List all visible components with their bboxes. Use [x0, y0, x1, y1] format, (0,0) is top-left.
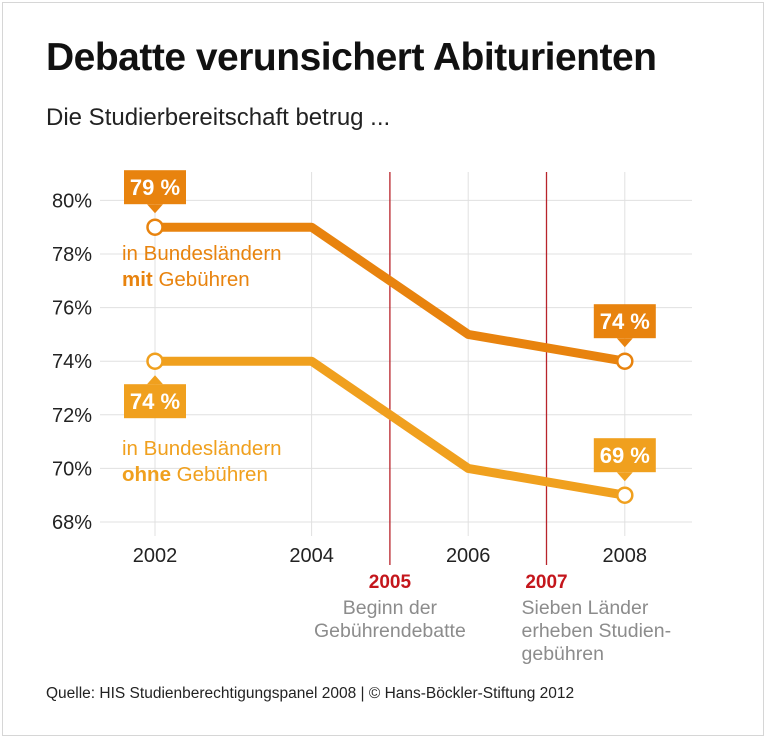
callout-box [593, 304, 656, 339]
y-tick-label: 70% [52, 458, 92, 480]
callout-value-label: 69 % [600, 443, 650, 468]
callout-pointer [616, 472, 633, 482]
callout-value-label: 74 % [600, 309, 650, 334]
event-description: Beginn der [343, 597, 438, 619]
callout-value-label: 74 % [130, 389, 180, 414]
data-point-marker [616, 486, 634, 504]
chart-title: Debatte verunsichert Abiturienten [46, 36, 657, 79]
chart-subtitle: Die Studierbereitschaft betrug ... [46, 104, 391, 131]
series-label-line2: mit Gebühren [122, 268, 250, 291]
event-description: gebühren [522, 643, 604, 665]
series-line-ohne [155, 356, 626, 500]
series-label-line1: in Bundesländern [122, 437, 282, 460]
series-label-rest: Gebühren [153, 268, 250, 291]
source-note: Quelle: HIS Studienberechtigungspanel 20… [46, 685, 575, 702]
x-tick-label: 2008 [603, 545, 648, 567]
series-label-keyword: ohne [122, 463, 171, 486]
y-tick-label: 80% [52, 190, 92, 212]
event-year-label: 2005 [369, 572, 412, 593]
data-point-marker [616, 352, 634, 370]
x-tick-label: 2004 [289, 545, 334, 567]
event-description: Sieben Länder [522, 597, 649, 619]
event-description: Gebührendebatte [314, 620, 466, 642]
y-tick-label: 72% [52, 405, 92, 427]
y-tick-label: 76% [52, 298, 92, 320]
x-tick-label: 2006 [446, 545, 491, 567]
event-description: erheben Studien- [522, 620, 672, 642]
callout-box [124, 384, 186, 419]
y-tick-label: 68% [52, 512, 92, 534]
data-point-marker [146, 218, 164, 236]
x-tick-label: 2002 [133, 545, 178, 567]
callout-box [593, 438, 656, 473]
y-tick-label: 78% [52, 244, 92, 266]
callout-pointer [147, 375, 163, 385]
callout-pointer [616, 338, 633, 348]
series-label-line2: ohne Gebühren [122, 463, 268, 486]
event-year-label: 2007 [525, 572, 567, 593]
data-point-marker [146, 352, 164, 370]
callout-box [124, 170, 186, 205]
callout-value-label: 79 % [130, 175, 180, 200]
callout-pointer [147, 204, 163, 214]
series-label-line1: in Bundesländern [122, 242, 282, 265]
series-label-rest: Gebühren [171, 463, 268, 486]
series-line-mit [155, 222, 626, 366]
y-tick-label: 74% [52, 351, 92, 373]
series-label-keyword: mit [122, 268, 153, 291]
